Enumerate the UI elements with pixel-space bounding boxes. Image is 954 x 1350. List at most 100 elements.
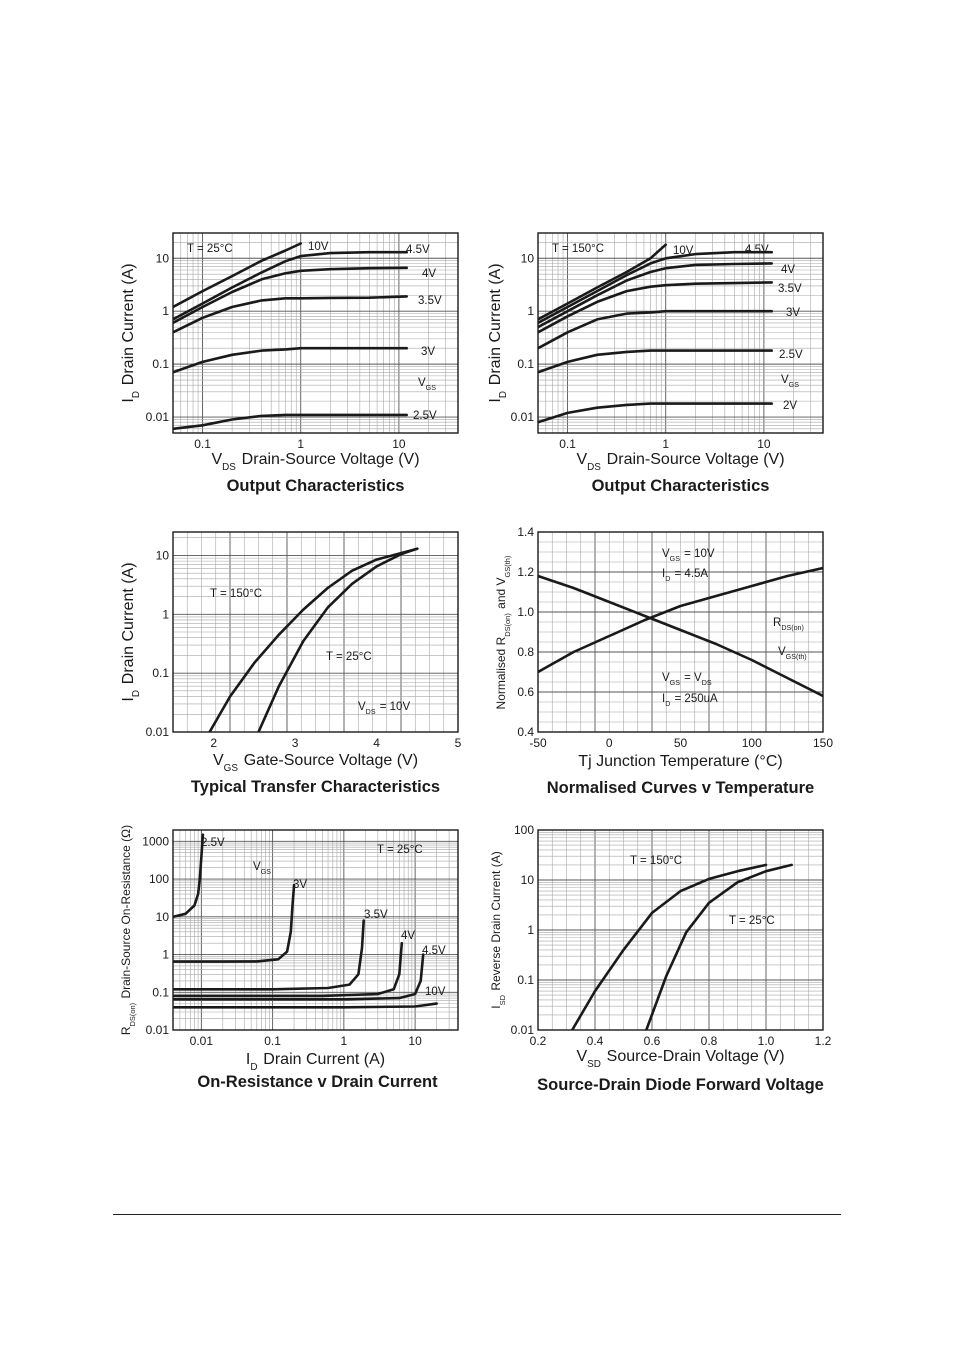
series-label-10v: 10V xyxy=(425,986,446,998)
x-tick-label: 0.6 xyxy=(644,1034,661,1048)
series-line-3v xyxy=(173,346,408,374)
x-tick-label: 10 xyxy=(392,437,406,451)
plot-frame xyxy=(172,232,459,434)
y-tick-label: 0.6 xyxy=(517,685,534,699)
chart-title: On-Resistance v Drain Current xyxy=(197,1073,438,1091)
chart-title: Output Characteristics xyxy=(227,477,405,495)
annotation: VGS = 10V xyxy=(662,548,715,563)
chart-title: Source-Drain Diode Forward Voltage xyxy=(537,1076,824,1094)
annotation: VGS xyxy=(418,377,437,392)
chart-5: 0.01 0.1 1 10 0.01 0.1 1 10 100 1000 2.5V 3V 3.5V 4V 4… xyxy=(119,825,459,1091)
y-tick-label: 0.1 xyxy=(517,973,534,987)
series-line-t-150-c xyxy=(208,547,419,732)
x-tick-label: 5 xyxy=(455,736,462,750)
x-axis-label: Tj Junction Temperature (°C) xyxy=(578,753,782,770)
series-label-t-25-c: T = 25°C xyxy=(326,651,372,663)
gridlines xyxy=(172,532,459,733)
y-tick-label: 0.1 xyxy=(152,666,169,680)
series-line-4v xyxy=(173,266,408,325)
y-tick-label: 10 xyxy=(521,251,535,265)
series-line-r-ds-on xyxy=(538,566,823,674)
annotation: ID = 250uA xyxy=(662,693,718,708)
series-line-2-5v xyxy=(173,413,408,431)
series-line-2-5v xyxy=(538,349,773,374)
y-tick-label: 0.01 xyxy=(146,410,170,424)
x-tick-label: 150 xyxy=(813,736,833,750)
annotation: VGS xyxy=(253,861,272,876)
x-tick-label: 0.2 xyxy=(530,1034,547,1048)
x-tick-label: 1 xyxy=(297,437,304,451)
x-tick-label: 0.1 xyxy=(559,437,576,451)
y-tick-label: 0.1 xyxy=(152,985,169,999)
series-label-4-5v: 4.5V xyxy=(422,945,446,957)
series-line-t-25-c xyxy=(257,547,419,732)
y-axis-label: ID Drain Current (A) xyxy=(120,263,142,402)
x-tick-label: 2 xyxy=(210,736,217,750)
annotation: VDS = 10V xyxy=(358,701,410,716)
series-label-3-5v: 3.5V xyxy=(364,909,388,921)
y-axis-label: ISD Reverse Drain Current (A) xyxy=(489,851,507,1008)
x-tick-label: 1.0 xyxy=(758,1034,775,1048)
y-tick-label: 1 xyxy=(527,304,534,318)
series-line-10v xyxy=(173,1002,438,1009)
y-tick-label: 0.01 xyxy=(511,410,535,424)
footer-rule xyxy=(113,1214,841,1215)
plot-frame xyxy=(172,531,459,733)
x-tick-label: 100 xyxy=(742,736,762,750)
series-line-2v xyxy=(538,402,773,424)
series-line-4-5v xyxy=(538,250,773,325)
chart-1: 0.1 1 10 0.01 0.1 1 10 10V 4.5V 4V 3.5V 3V 2.5V T = 2… xyxy=(120,232,459,495)
series-label-2-5v: 2.5V xyxy=(779,349,803,361)
x-tick-label: 0.4 xyxy=(587,1034,604,1048)
y-tick-label: 1 xyxy=(162,304,169,318)
annotation: VGS = VDS xyxy=(662,672,713,687)
x-axis-label: ID Drain Current (A) xyxy=(246,1051,385,1073)
x-tick-label: 10 xyxy=(757,437,771,451)
y-tick-label: 10 xyxy=(521,873,535,887)
annotation: T = 150°C xyxy=(552,243,604,255)
series-label-t-150-c: T = 150°C xyxy=(630,855,682,867)
y-tick-label: 1 xyxy=(162,948,169,962)
series-line-4v xyxy=(538,262,773,329)
x-tick-label: 0.01 xyxy=(190,1034,214,1048)
series-line-t-25-c xyxy=(645,863,793,1030)
gridlines xyxy=(537,531,824,733)
series-label-4-5v: 4.5V xyxy=(406,244,430,256)
series-line-v-gs-th xyxy=(538,574,823,698)
x-tick-label: 4 xyxy=(373,736,380,750)
plot-frame xyxy=(537,531,824,733)
y-axis-label: Normalised RDS(on) and VGS(th) xyxy=(494,555,512,710)
y-tick-label: 1 xyxy=(162,607,169,621)
series-label-4v: 4V xyxy=(401,930,415,942)
y-tick-label: 1.2 xyxy=(517,565,534,579)
annotation: VGS xyxy=(781,374,800,389)
series-line-3-5v xyxy=(173,295,408,334)
series-label-2-5v: 2.5V xyxy=(201,837,225,849)
series-label-4-5v: 4.5V xyxy=(745,244,769,256)
series-line-3-5v xyxy=(173,919,365,991)
series-label-4v: 4V xyxy=(422,268,436,280)
y-tick-label: 10 xyxy=(156,548,170,562)
y-axis-label: ID Drain Current (A) xyxy=(120,562,142,701)
series-line-2-5v xyxy=(173,833,205,919)
series-line-10v xyxy=(173,242,302,309)
x-tick-label: 0.1 xyxy=(264,1034,281,1048)
series-label-v-gs-th: VGS(th) xyxy=(778,646,808,661)
series-label-r-ds-on: RDS(on) xyxy=(773,617,805,632)
series-label-10v: 10V xyxy=(308,241,329,253)
x-tick-label: 1.2 xyxy=(815,1034,832,1048)
y-tick-label: 1.4 xyxy=(517,525,534,539)
series-line-4v xyxy=(173,941,404,998)
y-tick-label: 10 xyxy=(156,251,170,265)
y-tick-label: 0.01 xyxy=(511,1023,535,1037)
chart-2: 0.1 1 10 0.01 0.1 1 10 10V 4.5V 4V 3.5V 3V 2.5V 2V T =… xyxy=(487,232,824,495)
x-axis-label: VSD Source-Drain Voltage (V) xyxy=(576,1048,784,1070)
y-axis-label: ID Drain Current (A) xyxy=(487,263,509,402)
x-tick-label: 3 xyxy=(292,736,299,750)
x-axis-label: VDS Drain-Source Voltage (V) xyxy=(211,451,419,473)
annotation: T = 25°C xyxy=(377,844,423,856)
x-tick-label: 0 xyxy=(606,736,613,750)
series-label-2v: 2V xyxy=(783,400,797,412)
x-tick-label: 50 xyxy=(674,736,688,750)
series-label-10v: 10V xyxy=(673,245,694,257)
